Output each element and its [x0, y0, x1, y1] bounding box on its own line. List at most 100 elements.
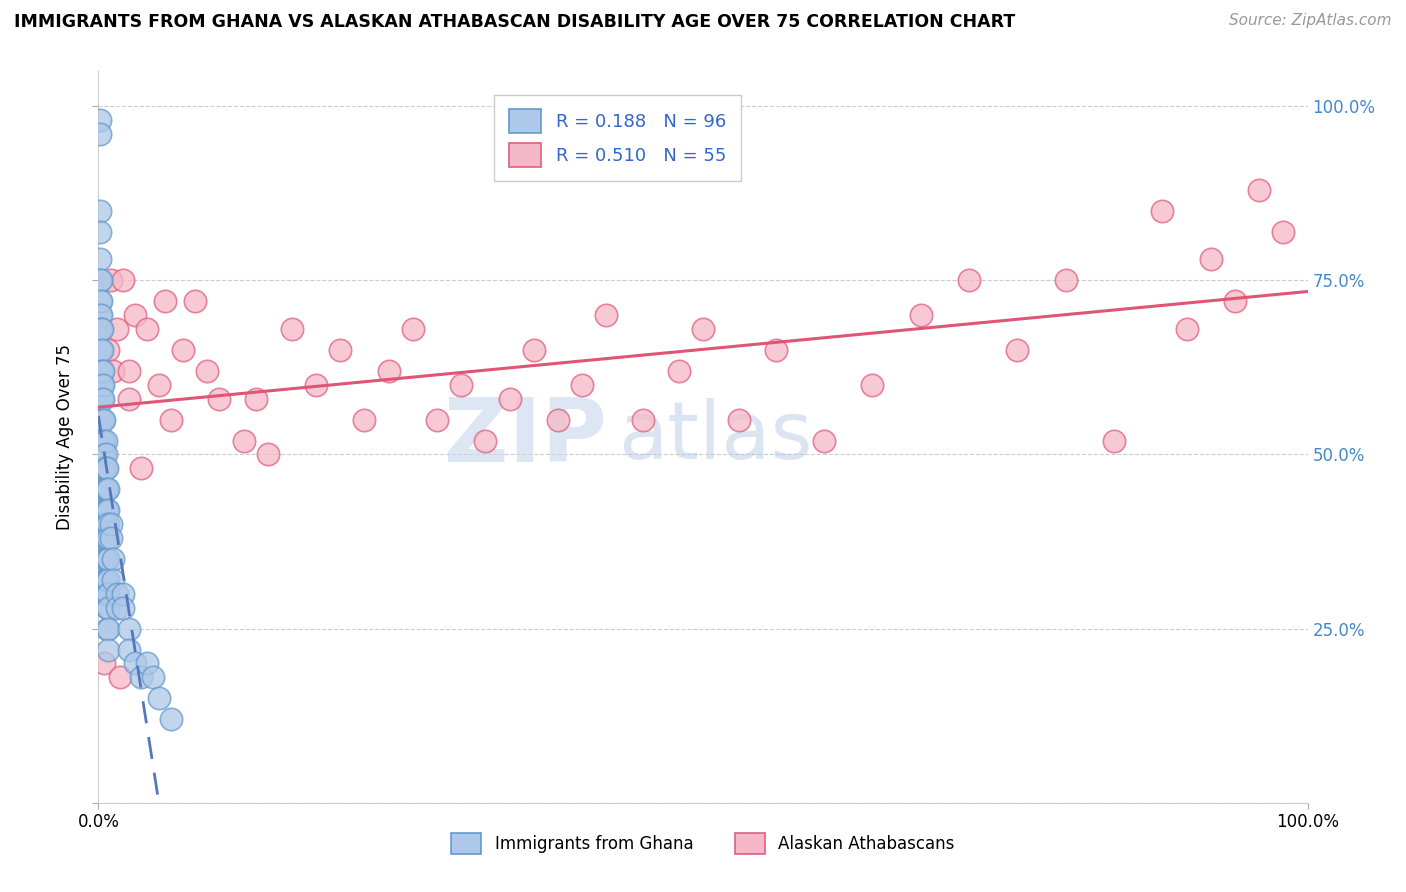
Point — [97, 517, 120, 532]
Point — [89, 113, 111, 128]
Point — [94, 461, 117, 475]
Point — [91, 392, 114, 406]
Point — [91, 322, 114, 336]
Point — [160, 712, 183, 726]
Point — [96, 622, 118, 636]
Point — [91, 392, 114, 406]
Point — [232, 434, 254, 448]
Point — [94, 448, 117, 462]
Point — [93, 552, 115, 566]
Point — [668, 364, 690, 378]
Point — [91, 377, 114, 392]
Point — [90, 434, 112, 448]
Point — [94, 587, 117, 601]
Point — [93, 657, 115, 671]
Point — [118, 392, 141, 406]
Text: atlas: atlas — [619, 398, 813, 476]
Point — [93, 503, 115, 517]
Point — [94, 517, 117, 532]
Point — [90, 343, 112, 357]
Point — [96, 552, 118, 566]
Point — [1199, 252, 1222, 267]
Point — [90, 377, 112, 392]
Point — [96, 573, 118, 587]
Point — [160, 412, 183, 426]
Point — [90, 364, 112, 378]
Point — [305, 377, 328, 392]
Point — [91, 434, 114, 448]
Point — [91, 434, 114, 448]
Point — [353, 412, 375, 426]
Point — [91, 483, 114, 497]
Point — [90, 273, 112, 287]
Point — [101, 364, 124, 378]
Point — [1152, 203, 1174, 218]
Point — [135, 322, 157, 336]
Point — [91, 364, 114, 378]
Point — [108, 670, 131, 684]
Point — [100, 531, 122, 545]
Point — [97, 600, 120, 615]
Point — [256, 448, 278, 462]
Point — [813, 434, 835, 448]
Point — [329, 343, 352, 357]
Point — [96, 503, 118, 517]
Point — [89, 294, 111, 309]
Point — [96, 517, 118, 532]
Point — [474, 434, 496, 448]
Point — [111, 273, 134, 287]
Point — [957, 273, 980, 287]
Point — [97, 642, 120, 657]
Point — [450, 377, 472, 392]
Point — [89, 225, 111, 239]
Point — [97, 531, 120, 545]
Point — [1272, 225, 1295, 239]
Point — [96, 587, 118, 601]
Point — [93, 531, 115, 545]
Point — [97, 587, 120, 601]
Point — [93, 448, 115, 462]
Point — [129, 461, 152, 475]
Point — [94, 434, 117, 448]
Point — [910, 308, 932, 322]
Point — [208, 392, 231, 406]
Point — [1223, 294, 1246, 309]
Point — [172, 343, 194, 357]
Point — [1249, 183, 1271, 197]
Point — [97, 622, 120, 636]
Point — [118, 642, 141, 657]
Point — [91, 412, 114, 426]
Point — [91, 377, 114, 392]
Point — [91, 412, 114, 426]
Point — [91, 461, 114, 475]
Point — [93, 461, 115, 475]
Point — [402, 322, 425, 336]
Point — [281, 322, 304, 336]
Point — [93, 517, 115, 532]
Point — [93, 412, 115, 426]
Point — [89, 308, 111, 322]
Point — [148, 691, 170, 706]
Point — [91, 461, 114, 475]
Point — [89, 127, 111, 141]
Point — [97, 573, 120, 587]
Y-axis label: Disability Age Over 75: Disability Age Over 75 — [56, 344, 75, 530]
Point — [765, 343, 787, 357]
Point — [118, 364, 141, 378]
Text: Source: ZipAtlas.com: Source: ZipAtlas.com — [1229, 13, 1392, 29]
Point — [195, 364, 218, 378]
Point — [89, 252, 111, 267]
Point — [90, 308, 112, 322]
Point — [184, 294, 207, 309]
Point — [96, 483, 118, 497]
Point — [426, 412, 449, 426]
Point — [124, 308, 146, 322]
Point — [631, 412, 654, 426]
Point — [100, 273, 122, 287]
Point — [91, 343, 114, 357]
Point — [94, 531, 117, 545]
Point — [498, 392, 520, 406]
Point — [245, 392, 267, 406]
Point — [91, 364, 114, 378]
Point — [124, 657, 146, 671]
